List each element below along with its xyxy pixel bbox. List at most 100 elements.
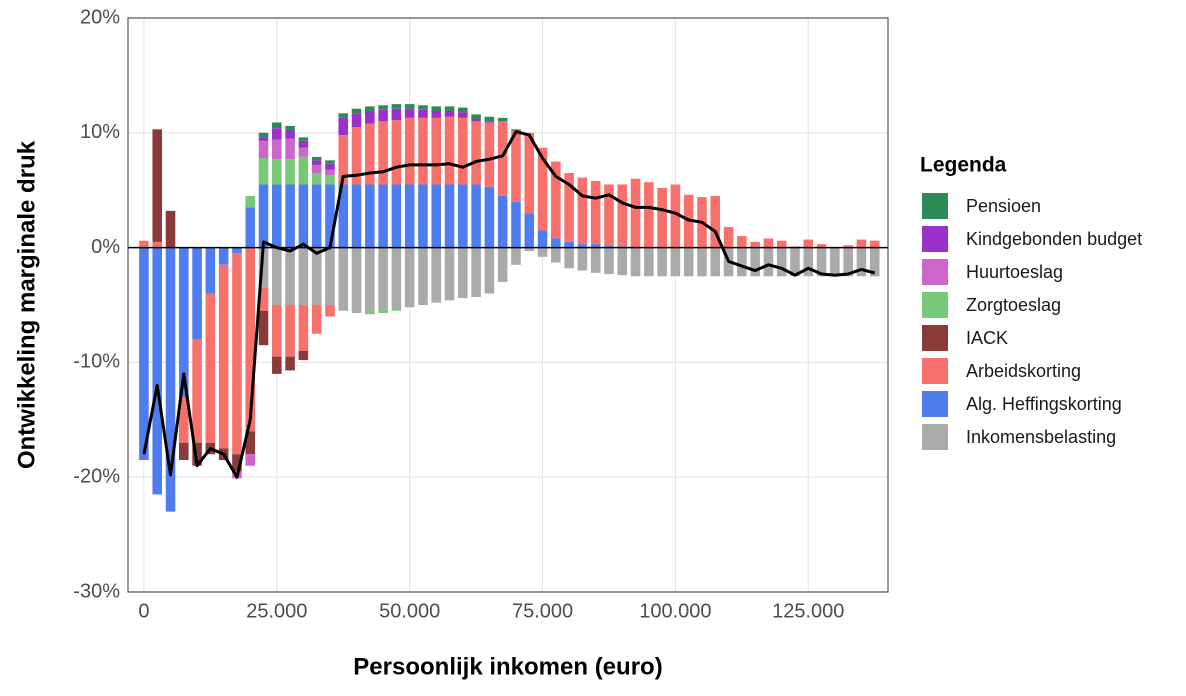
bar-segment — [351, 108, 362, 114]
bar-segment — [298, 350, 309, 361]
bar-segment — [816, 244, 827, 248]
bar-segment — [737, 247, 747, 277]
y-tick-label: -30% — [73, 580, 120, 602]
bar-segment — [325, 184, 335, 248]
bar-segment — [710, 247, 721, 277]
y-tick-label: 20% — [80, 6, 120, 28]
legend-key — [922, 391, 948, 417]
bar-segment — [391, 120, 402, 185]
bar-segment — [311, 164, 322, 173]
bar-segment — [856, 239, 867, 248]
bar-segment — [391, 104, 402, 109]
legend-key — [922, 292, 948, 318]
bar-segment — [232, 247, 242, 254]
bars — [139, 104, 880, 512]
legend-label: Huurtoeslag — [966, 262, 1063, 282]
x-tick-label: 25.000 — [246, 600, 307, 622]
bar-segment — [537, 230, 548, 248]
bar-segment — [404, 108, 415, 118]
bar-segment — [272, 247, 282, 305]
bar-segment — [365, 247, 375, 311]
legend-label: Pensioen — [966, 196, 1041, 216]
bar-segment — [617, 247, 628, 276]
bar-segment — [551, 238, 561, 248]
bar-segment — [378, 309, 388, 314]
bar-segment — [351, 127, 362, 185]
bar-segment — [564, 241, 574, 248]
bar-segment — [790, 247, 800, 277]
bar-segment — [325, 169, 335, 176]
bar-segment — [365, 110, 375, 124]
bar-segment — [444, 247, 455, 301]
bar-segment — [325, 160, 335, 164]
bar-segment — [776, 240, 787, 248]
bar-segment — [272, 159, 282, 185]
legend-key — [922, 259, 948, 285]
bar-segment — [630, 178, 641, 248]
bar-segment — [311, 156, 322, 161]
legend-label: Kindgebonden budget — [966, 229, 1142, 249]
bar-segment — [484, 186, 495, 248]
bar-segment — [152, 247, 163, 495]
bar-segment — [737, 236, 747, 248]
bar-segment — [232, 253, 242, 455]
bar-segment — [710, 195, 721, 248]
bar-segment — [551, 161, 561, 239]
bar-segment — [378, 109, 388, 122]
bar-segment — [644, 182, 654, 248]
bar-segment — [378, 121, 388, 185]
bar-segment — [418, 117, 428, 185]
bar-segment — [537, 247, 548, 257]
bar-segment — [245, 207, 256, 248]
bar-segment — [311, 247, 322, 305]
bar-segment — [404, 104, 415, 109]
bar-segment — [325, 247, 335, 305]
bar-segment — [152, 241, 163, 248]
bar-segment — [245, 247, 256, 432]
bar-segment — [338, 113, 349, 118]
bar-segment — [484, 247, 495, 294]
bar-segment — [670, 184, 681, 248]
bar-segment — [378, 105, 388, 110]
bar-segment — [497, 121, 508, 196]
overlay — [127, 17, 889, 593]
bar-segment — [497, 195, 508, 248]
bar-segment — [763, 247, 774, 277]
bar-segment — [431, 247, 442, 303]
bar-segment — [325, 163, 335, 170]
bar-segment — [338, 135, 349, 185]
bar-segment — [192, 247, 202, 340]
legend-key — [922, 325, 948, 351]
bar-segment — [524, 213, 535, 248]
bar-segment — [404, 184, 415, 248]
bar-segment — [258, 287, 269, 311]
bar-segment — [285, 138, 295, 160]
bar-segment — [630, 247, 641, 277]
bar-segment — [458, 184, 468, 248]
plot-border — [127, 17, 889, 593]
bar-segment — [471, 247, 481, 297]
bar-segment — [670, 247, 681, 277]
bar-segment — [272, 139, 282, 160]
bar-segment — [843, 245, 853, 248]
bar-segment — [272, 128, 282, 140]
legend-title: Legenda — [920, 154, 1007, 177]
bar-segment — [179, 396, 189, 443]
bar-segment — [750, 247, 760, 277]
bar-segment — [869, 240, 880, 248]
bar-segment — [192, 339, 202, 443]
bar-segment — [311, 305, 322, 334]
bar-segment — [803, 247, 814, 277]
bar-segment — [351, 247, 362, 314]
bar-segment — [285, 305, 295, 357]
bar-segment — [431, 117, 442, 185]
bar-segment — [338, 184, 349, 248]
bar-segment — [285, 159, 295, 185]
bar-segment — [391, 308, 402, 311]
bar-segment — [205, 293, 216, 443]
bar-segment — [298, 247, 309, 305]
bar-segment — [484, 116, 495, 122]
bar-segment — [816, 247, 827, 277]
